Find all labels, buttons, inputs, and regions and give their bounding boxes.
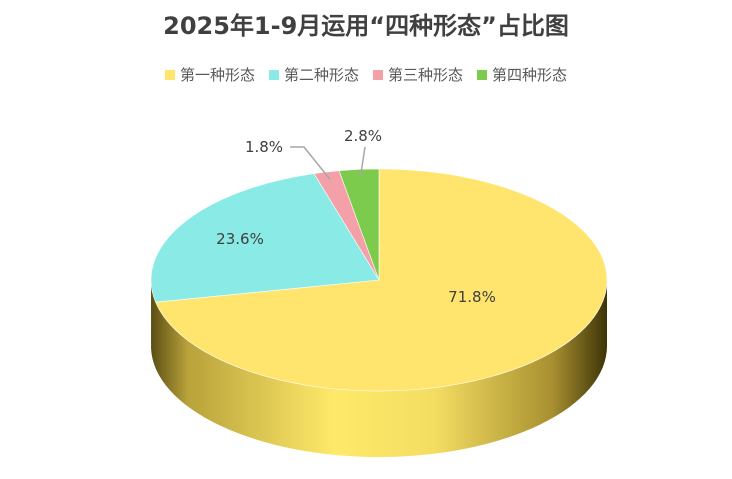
- pie-slice: [338, 168, 380, 281]
- legend-label: 第二种形态: [283, 66, 359, 84]
- legend-label: 第四种形态: [492, 66, 568, 84]
- leader-line: [290, 146, 331, 181]
- legend-swatch: [477, 69, 488, 80]
- legend-label: 第三种形态: [388, 66, 464, 84]
- data-label: 23.6%: [216, 230, 264, 248]
- pie-side-wall: [151, 280, 607, 458]
- legend-item: 第四种形态: [477, 64, 567, 85]
- chart-title: 2025年1-9月运用“四种形态”占比图: [163, 12, 569, 40]
- legend-item: 第三种形态: [373, 64, 463, 85]
- legend: 第一种形态 第二种形态 第三种形态 第四种形态: [0, 64, 732, 85]
- leader-line: [359, 146, 366, 178]
- pie-slice: [150, 173, 380, 303]
- legend-item: 第二种形态: [268, 64, 359, 85]
- legend-swatch: [164, 69, 175, 80]
- data-label: 1.8%: [245, 138, 283, 156]
- legend-swatch: [373, 69, 383, 80]
- pie-slice: [155, 168, 608, 392]
- legend-swatch: [268, 69, 279, 80]
- data-label: 71.8%: [448, 288, 496, 306]
- data-label: 2.8%: [344, 127, 382, 145]
- legend-label: 第一种形态: [179, 66, 255, 84]
- legend-item: 第一种形态: [164, 64, 255, 85]
